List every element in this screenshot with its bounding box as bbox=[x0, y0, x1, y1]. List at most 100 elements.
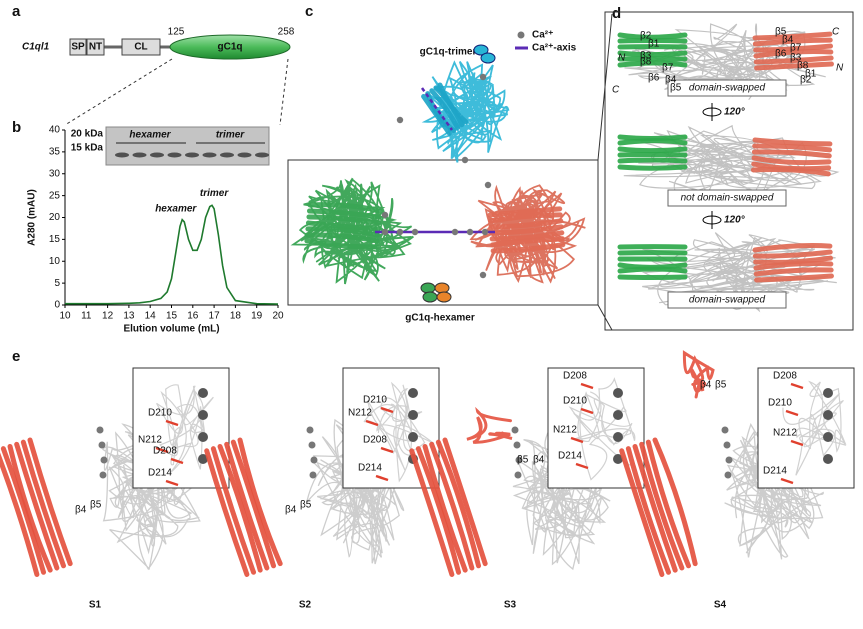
y-tick-label: 10 bbox=[49, 256, 61, 267]
ca-ion bbox=[100, 456, 108, 464]
ca-ion bbox=[98, 441, 106, 449]
x-tick-label: 15 bbox=[166, 311, 178, 322]
beta-strand bbox=[625, 446, 672, 575]
beta-strand bbox=[0, 446, 47, 575]
y-tick-label: 30 bbox=[49, 168, 61, 179]
x-tick-label: 18 bbox=[230, 311, 242, 322]
y-tick-label: 35 bbox=[49, 147, 61, 158]
x-tick-label: 19 bbox=[251, 311, 263, 322]
residue-label: D208 bbox=[563, 371, 587, 382]
beta-strand bbox=[617, 151, 688, 158]
panel-label: e bbox=[12, 348, 20, 365]
trimer-icon bbox=[473, 44, 489, 56]
domain-label: SP bbox=[71, 42, 85, 53]
domain-label: gC1q bbox=[218, 42, 243, 53]
residue-label: D208 bbox=[153, 446, 177, 457]
residue-label: N212 bbox=[773, 428, 797, 439]
beta-strand bbox=[230, 439, 277, 569]
x-tick-label: 10 bbox=[59, 311, 71, 322]
ca-ion bbox=[308, 441, 316, 449]
terminus-label: N bbox=[618, 53, 626, 64]
beta-strand bbox=[617, 50, 688, 58]
beta-strand bbox=[619, 448, 665, 577]
inset-ca bbox=[408, 432, 418, 442]
domain-box bbox=[69, 38, 87, 56]
trimer-label: gC1q-trimer bbox=[420, 47, 477, 58]
zoom-line bbox=[279, 58, 289, 126]
peak-label: trimer bbox=[200, 188, 229, 199]
residue-stick bbox=[155, 446, 169, 454]
extended-loop bbox=[682, 350, 715, 399]
gc1q-domain bbox=[169, 34, 291, 60]
beta-strand bbox=[639, 441, 685, 571]
gel-band bbox=[255, 152, 269, 158]
panel-label: a bbox=[12, 3, 21, 20]
residue-end: 258 bbox=[278, 27, 295, 38]
rotation-label: 120° bbox=[724, 107, 746, 118]
beta-strand bbox=[204, 448, 250, 577]
ca-ion bbox=[723, 441, 731, 449]
beta-strand bbox=[435, 439, 482, 569]
protein-coil bbox=[623, 124, 840, 197]
beta-strand bbox=[305, 220, 381, 232]
residue-label: D208 bbox=[773, 371, 797, 382]
beta-strand bbox=[632, 443, 678, 573]
residue-label: N212 bbox=[553, 425, 577, 436]
gel-band bbox=[237, 152, 252, 158]
extended-loop bbox=[466, 406, 513, 444]
rotation-label: 120° bbox=[724, 215, 746, 226]
domain-box bbox=[121, 38, 161, 56]
beta-strand bbox=[429, 88, 461, 131]
beta-strand bbox=[489, 224, 564, 236]
label-box bbox=[667, 291, 787, 309]
beta-strand bbox=[753, 55, 834, 65]
beta-strand bbox=[752, 31, 833, 41]
residue-label: D214 bbox=[558, 451, 582, 462]
strand-label: β5 bbox=[775, 27, 787, 38]
beta-strand bbox=[7, 443, 53, 573]
x-tick-label: 16 bbox=[187, 311, 199, 322]
gel-band bbox=[202, 152, 217, 158]
beta-strand bbox=[617, 164, 688, 171]
strand-label: β2 bbox=[800, 75, 812, 86]
ca-ion bbox=[96, 426, 104, 434]
beta-strand bbox=[489, 230, 565, 242]
y-tick-label: 0 bbox=[54, 300, 60, 311]
gel-band bbox=[115, 152, 129, 158]
beta-strand bbox=[617, 266, 688, 274]
ca-ion bbox=[721, 426, 729, 434]
inset-ca bbox=[613, 388, 623, 398]
residue-stick bbox=[570, 436, 584, 444]
beta-strand bbox=[490, 236, 565, 248]
strand-label: β7 bbox=[662, 63, 674, 74]
gel-lane-label: hexamer bbox=[129, 130, 171, 141]
residue-label: N212 bbox=[138, 435, 162, 446]
residue-stick bbox=[780, 477, 794, 485]
swap-label: domain-swapped bbox=[689, 83, 766, 94]
beta-strand bbox=[487, 206, 563, 218]
gel-band bbox=[185, 152, 199, 158]
ca-ion bbox=[481, 228, 489, 236]
swap-label: domain-swapped bbox=[689, 295, 766, 306]
inset-ca bbox=[613, 454, 623, 464]
strand-label: β5 bbox=[517, 455, 529, 466]
residue-stick bbox=[790, 382, 804, 390]
beta-strand bbox=[752, 143, 833, 153]
strand-label: β3 bbox=[640, 51, 652, 62]
gel-marker: 15 kDa bbox=[71, 143, 104, 154]
inset-coil bbox=[568, 377, 636, 481]
y-tick-label: 15 bbox=[49, 234, 61, 245]
hexamer-icon bbox=[436, 291, 452, 303]
panel-label: c bbox=[305, 3, 313, 20]
label-box bbox=[667, 79, 787, 97]
hexamer-icon bbox=[422, 291, 438, 303]
strand-label: β4 bbox=[700, 380, 712, 391]
beta-strand bbox=[20, 439, 67, 569]
x-tick-label: 12 bbox=[102, 311, 114, 322]
strand-label: β4 bbox=[665, 75, 677, 86]
ca-ion bbox=[451, 228, 459, 236]
beta-strand bbox=[617, 274, 688, 281]
ca-ion bbox=[381, 228, 389, 236]
label-box bbox=[667, 189, 787, 207]
inset-ca bbox=[823, 454, 833, 464]
